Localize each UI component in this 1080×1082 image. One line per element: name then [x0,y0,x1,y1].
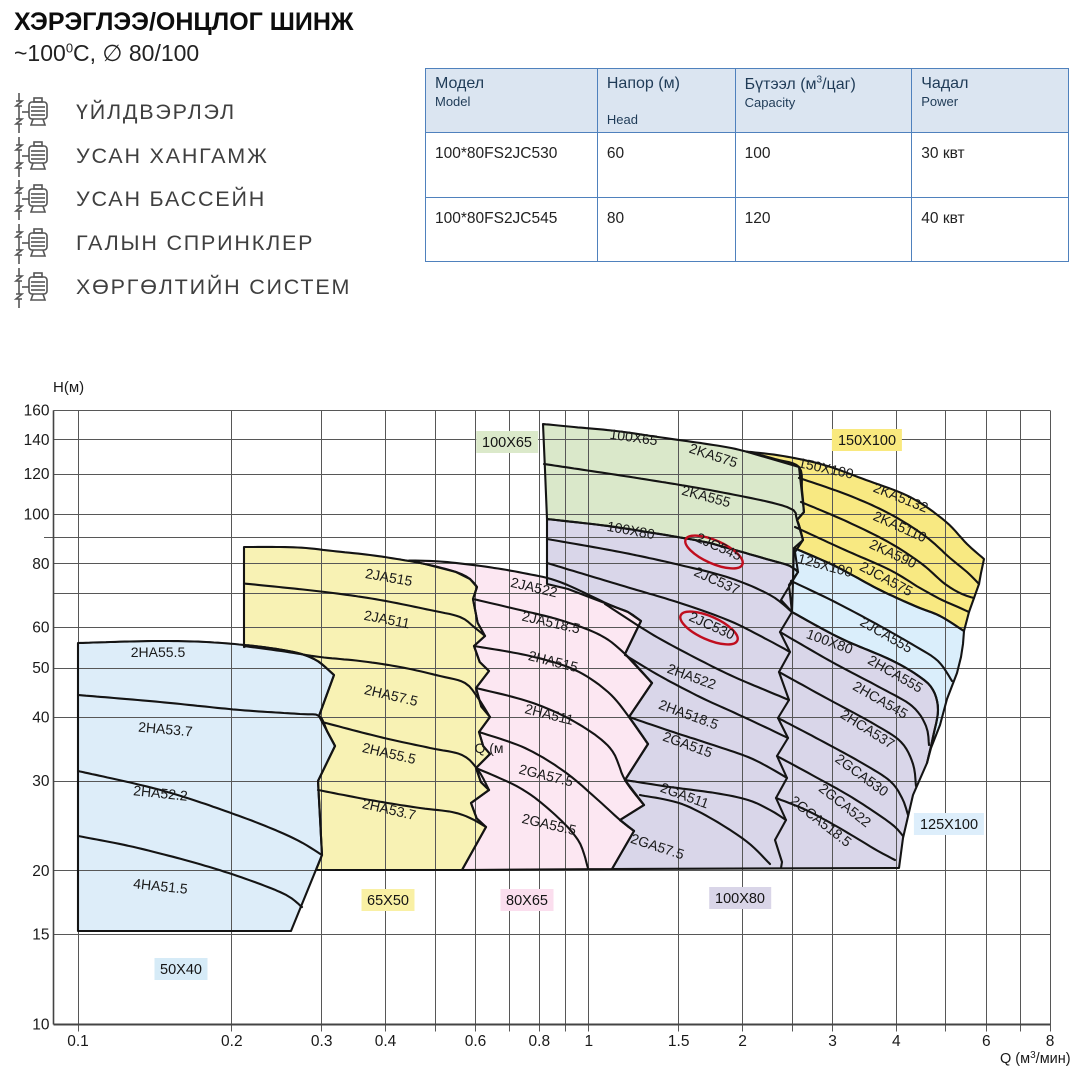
svg-text:0.6: 0.6 [465,1033,487,1050]
svg-text:Н(м): Н(м) [53,379,84,396]
svg-text:120: 120 [24,466,50,483]
svg-text:20: 20 [32,863,50,880]
svg-text:10: 10 [32,1017,50,1034]
svg-text:50X40: 50X40 [160,962,202,978]
svg-text:0.3: 0.3 [311,1033,333,1050]
svg-text:100X65: 100X65 [482,435,532,451]
svg-text:4HA51.5: 4HA51.5 [133,875,189,897]
svg-text:80X65: 80X65 [506,893,548,909]
svg-text:1: 1 [584,1033,593,1050]
svg-text:1.5: 1.5 [668,1033,690,1050]
svg-text:4: 4 [892,1033,901,1050]
svg-text:0.4: 0.4 [375,1033,397,1050]
svg-text:30: 30 [32,773,50,790]
svg-text:150X100: 150X100 [838,433,896,449]
svg-text:6: 6 [982,1033,991,1050]
svg-text:140: 140 [24,432,50,449]
svg-text:Q (м: Q (м [474,740,503,756]
svg-text:2HA52.2: 2HA52.2 [133,782,189,804]
svg-text:60: 60 [32,620,50,637]
svg-text:100: 100 [24,507,50,524]
svg-text:0.8: 0.8 [529,1033,551,1050]
svg-text:160: 160 [24,402,50,419]
svg-text:Q (м3/мин): Q (м3/мин) [1000,1050,1071,1067]
svg-text:2HA55.5: 2HA55.5 [131,644,186,660]
svg-text:80: 80 [32,556,50,573]
svg-text:125X100: 125X100 [920,817,978,833]
svg-text:2HA53.7: 2HA53.7 [138,719,194,740]
svg-text:65X50: 65X50 [367,893,409,909]
svg-text:8: 8 [1046,1033,1055,1050]
svg-text:100X65: 100X65 [609,426,659,449]
svg-text:2: 2 [738,1033,747,1050]
svg-text:50: 50 [32,660,50,677]
svg-text:40: 40 [32,709,50,726]
svg-text:0.1: 0.1 [67,1033,89,1050]
svg-text:3: 3 [828,1033,837,1050]
svg-text:15: 15 [32,927,49,944]
svg-text:0.2: 0.2 [221,1033,243,1050]
svg-text:100X80: 100X80 [715,891,765,907]
